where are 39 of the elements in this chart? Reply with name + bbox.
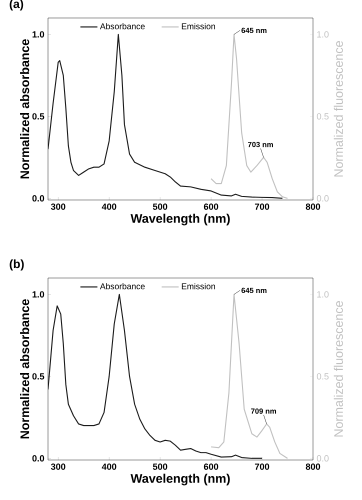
line-series (210, 34, 288, 199)
y2-tick-label: 1.0 (317, 31, 329, 38)
x-tick-label: 300 (50, 464, 66, 470)
y2-tick-label: 1.0 (317, 291, 329, 298)
y2-tick-label: 0.0 (316, 195, 329, 202)
y-tick-label: 0.5 (32, 113, 44, 120)
y-axis-title: Normalized absorbance (20, 39, 30, 178)
y-tick-label: 0.5 (32, 373, 44, 380)
y2-axis-title: Normalized fluorescence (334, 301, 343, 437)
x-axis-title: Wavelength (nm) (130, 474, 230, 486)
legend-label: Emission (182, 23, 216, 30)
y2-axis-title: Normalized fluorescence (334, 41, 343, 177)
y-tick-label: 1.0 (32, 31, 44, 38)
line-series (210, 294, 288, 459)
x-axis-title: Wavelength (nm) (130, 214, 230, 226)
x-tick-label: 400 (102, 204, 116, 210)
legend-label: Absorbance (100, 23, 145, 30)
legend-label: Absorbance (100, 283, 145, 290)
y-tick-label: 0.0 (32, 195, 44, 202)
chart-title: (b) (10, 259, 24, 271)
y-axis-title: Normalized absorbance (20, 299, 30, 438)
x-tick-label: 600 (204, 204, 218, 210)
y-tick-label: 1.0 (32, 291, 44, 298)
x-tick-label: 700 (254, 204, 270, 210)
y-tick-label: 0.0 (32, 455, 44, 462)
y2-tick-label: 0.5 (316, 373, 329, 380)
x-tick-label: 500 (152, 204, 168, 210)
x-tick-label: 600 (204, 464, 218, 470)
x-tick-label: 300 (50, 204, 66, 210)
y2-tick-label: 0.5 (316, 113, 329, 120)
x-tick-label: 800 (306, 464, 320, 470)
x-tick-label: 400 (102, 464, 116, 470)
legend-label: Emission (182, 283, 216, 290)
line-series (48, 294, 263, 459)
y2-tick-label: 0.0 (316, 455, 329, 462)
x-tick-label: 700 (254, 464, 270, 470)
line-series (48, 34, 283, 199)
x-tick-label: 800 (306, 204, 320, 210)
x-tick-label: 500 (152, 464, 168, 470)
